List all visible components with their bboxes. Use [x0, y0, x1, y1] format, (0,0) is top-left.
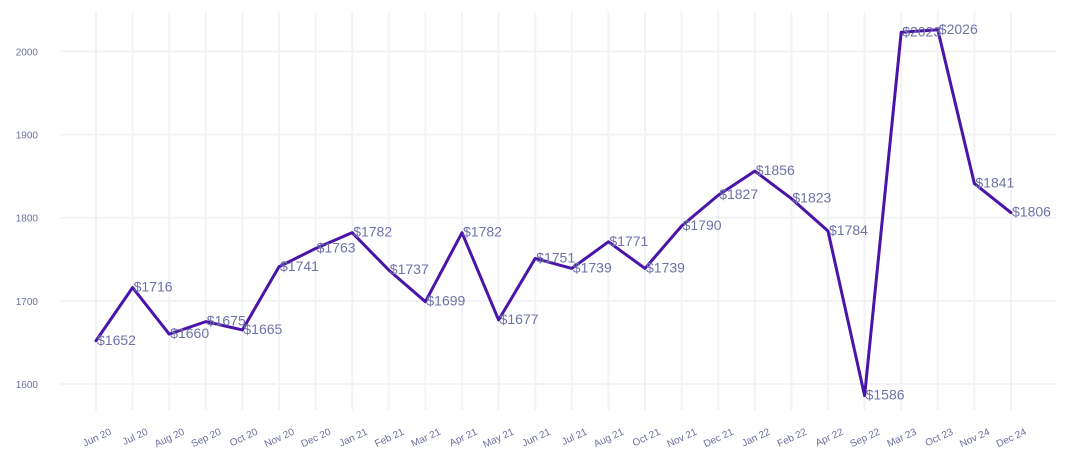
- x-tick-label: Jan 21: [338, 427, 370, 450]
- x-tick-label: Sep 20: [190, 427, 224, 451]
- y-tick-label: 1900: [16, 131, 39, 142]
- y-tick-label: 2000: [16, 47, 39, 58]
- x-tick-label: Sep 22: [848, 427, 882, 451]
- y-tick-label: 1700: [16, 297, 39, 308]
- data-label: $1782: [353, 224, 392, 240]
- y-gridlines: [60, 50, 1056, 385]
- data-label: $1699: [426, 293, 465, 309]
- x-tick-label: Nov 24: [958, 427, 992, 451]
- x-tick-label: Jun 20: [81, 427, 113, 450]
- x-tick-label: Feb 22: [776, 427, 809, 450]
- x-tick-label: Dec 21: [702, 427, 736, 451]
- data-label: $1739: [573, 259, 612, 275]
- x-tick-label: Jul 20: [121, 427, 150, 448]
- y-tick-label: 1800: [16, 214, 39, 225]
- series-group: [94, 28, 1013, 398]
- data-label: $1716: [134, 279, 173, 295]
- x-tick-label: Feb 21: [373, 427, 406, 450]
- data-label: $1827: [719, 186, 758, 202]
- data-label: $1841: [975, 175, 1014, 191]
- data-label: $1675: [207, 313, 246, 329]
- data-label: $2026: [939, 21, 978, 37]
- x-tick-label: Oct 20: [228, 427, 260, 450]
- data-label: $1737: [390, 261, 429, 277]
- x-tick-label: Mar 21: [410, 427, 443, 450]
- x-tick-label: Oct 23: [924, 427, 956, 450]
- data-label: $1790: [683, 217, 722, 233]
- data-label: $1652: [97, 332, 136, 348]
- data-label: $1741: [280, 258, 319, 274]
- data-label: $1763: [317, 239, 356, 255]
- x-tick-label: Oct 21: [631, 427, 663, 450]
- x-tick-label: Aug 21: [592, 427, 626, 451]
- x-gridlines: [95, 12, 1012, 410]
- x-tick-label: Jun 21: [521, 427, 553, 450]
- y-tick-label: 1600: [16, 380, 39, 391]
- data-label: $1677: [500, 311, 539, 327]
- x-tick-label: Jan 22: [740, 427, 772, 450]
- data-label: $1823: [792, 190, 831, 206]
- y-axis: 1600 1700 1800 1900 2000: [16, 47, 39, 391]
- x-tick-label: Dec 20: [300, 427, 334, 451]
- x-tick-label: Apr 21: [448, 427, 480, 450]
- x-tick-label: Apr 22: [814, 427, 846, 450]
- data-labels: $1652$1716$1660$1675$1665$1741$1763$1782…: [97, 21, 1051, 403]
- x-tick-label: Aug 20: [153, 427, 187, 451]
- data-label: $1782: [463, 224, 502, 240]
- data-label: $1586: [866, 387, 905, 403]
- series-line: [94, 28, 1013, 398]
- data-label: $1739: [646, 259, 685, 275]
- data-label: $1856: [756, 162, 795, 178]
- data-label: $1751: [536, 249, 575, 265]
- data-label: $1660: [170, 325, 209, 341]
- x-tick-label: Nov 20: [263, 427, 297, 451]
- data-label: $1771: [609, 233, 648, 249]
- x-tick-label: Dec 24: [995, 427, 1029, 451]
- x-tick-label: Jul 21: [560, 427, 589, 448]
- data-label: $1665: [243, 321, 282, 337]
- x-tick-label: May 21: [481, 427, 516, 451]
- data-label: $2023: [902, 23, 941, 39]
- x-tick-label: Mar 23: [886, 427, 919, 450]
- x-tick-label: Nov 21: [666, 427, 700, 451]
- data-label: $1806: [1012, 204, 1051, 220]
- data-label: $1784: [829, 222, 868, 238]
- x-axis: Jun 20 Jul 20 Aug 20 Sep 20 Oct 20 Nov 20 Dec …: [81, 427, 1028, 451]
